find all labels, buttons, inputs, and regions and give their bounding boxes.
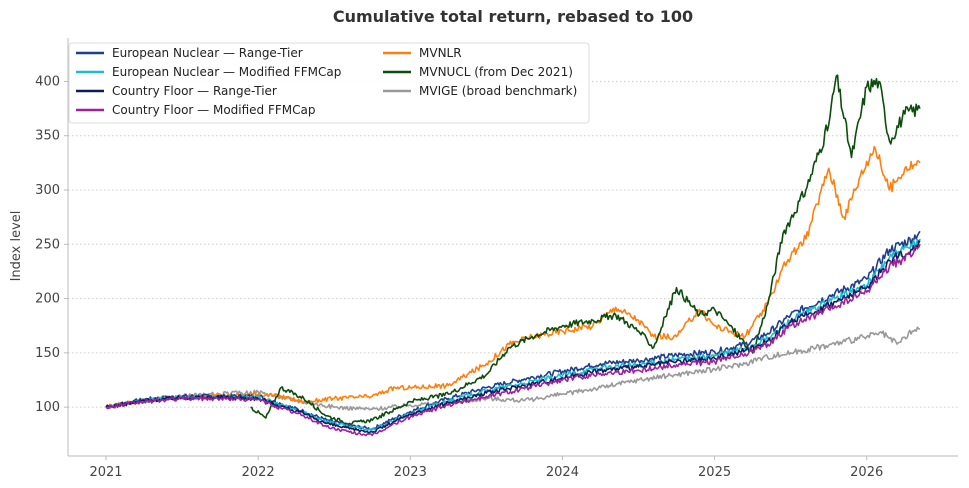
legend: European Nuclear — Range-Tier European Nu…	[68, 42, 590, 124]
legend-entry-0: European Nuclear — Range-Tier	[112, 46, 303, 60]
series-line-2	[105, 240, 921, 434]
x-axis-ticks: 2021 2022 2023 2024 2025 2026	[89, 456, 883, 480]
x-tick-label-2024: 2024	[546, 465, 579, 480]
series-line-3	[105, 243, 921, 437]
gridlines	[68, 80, 958, 408]
legend-entry-5: MVNUCL (from Dec 2021)	[419, 65, 573, 79]
y-axis-label: Index level	[9, 211, 24, 282]
series-line-4	[105, 145, 921, 409]
series-line-5	[250, 74, 921, 426]
y-tick-label-400: 400	[35, 74, 60, 89]
legend-box	[68, 42, 590, 124]
series-line-6	[105, 326, 921, 412]
y-axis-ticks: 100 150 200 250 300 350 400	[35, 74, 68, 415]
x-tick-label-2022: 2022	[242, 465, 275, 480]
series-lines	[105, 74, 921, 437]
y-tick-label-200: 200	[35, 292, 60, 307]
x-tick-label-2023: 2023	[394, 465, 427, 480]
axes	[67, 38, 958, 457]
legend-entry-6: MVIGE (broad benchmark)	[419, 84, 577, 98]
y-tick-label-100: 100	[35, 400, 60, 415]
legend-entry-2: Country Floor — Range-Tier	[112, 84, 277, 98]
y-tick-label-350: 350	[35, 129, 60, 144]
legend-entry-3: Country Floor — Modified FFMCap	[112, 103, 316, 117]
x-tick-label-2026: 2026	[850, 465, 883, 480]
y-tick-label-250: 250	[35, 237, 60, 252]
x-tick-label-2025: 2025	[698, 465, 731, 480]
x-tick-label-2021: 2021	[89, 465, 122, 480]
legend-entry-1: European Nuclear — Modified FFMCap	[112, 65, 341, 79]
chart-title: Cumulative total return, rebased to 100	[333, 7, 693, 26]
y-tick-label-300: 300	[35, 183, 60, 198]
legend-entry-4: MVNLR	[419, 46, 462, 60]
y-tick-label-150: 150	[35, 346, 60, 361]
